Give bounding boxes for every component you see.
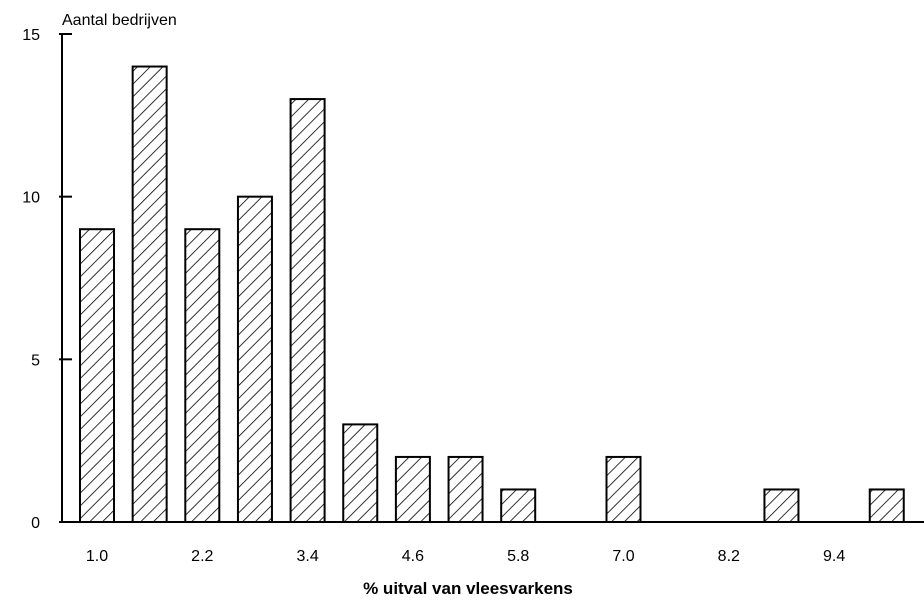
x-tick-label: 8.2 bbox=[718, 548, 740, 565]
bar bbox=[605, 455, 642, 523]
x-tick-label: 2.2 bbox=[191, 548, 213, 565]
x-tick-label: 7.0 bbox=[612, 548, 634, 565]
y-axis-ticks: 0 5 10 15 bbox=[22, 27, 72, 532]
bar bbox=[236, 195, 273, 524]
bar bbox=[500, 488, 537, 524]
y-tick-label: 15 bbox=[22, 27, 40, 44]
bar bbox=[342, 423, 379, 523]
bar bbox=[289, 98, 326, 523]
bars-group bbox=[79, 65, 905, 524]
x-tick-label: 4.6 bbox=[402, 548, 424, 565]
y-axis-title: Aantal bedrijven bbox=[62, 12, 177, 29]
x-tick-label: 5.8 bbox=[507, 548, 529, 565]
bar bbox=[763, 488, 800, 524]
bar bbox=[79, 228, 115, 523]
x-axis-ticks: 1.0 2.2 3.4 4.6 5.8 7.0 8.2 9.4 bbox=[86, 548, 845, 565]
x-tick-label: 1.0 bbox=[86, 548, 108, 565]
bar bbox=[131, 65, 168, 524]
bar bbox=[447, 455, 484, 523]
bar bbox=[394, 455, 431, 523]
x-tick-label: 9.4 bbox=[823, 548, 845, 565]
y-tick-label: 5 bbox=[31, 352, 40, 369]
x-tick-label: 3.4 bbox=[296, 548, 318, 565]
bar bbox=[184, 228, 221, 523]
x-axis-title: % uitval van vleesvarkens bbox=[363, 579, 573, 598]
y-tick-label: 10 bbox=[22, 190, 40, 207]
bar bbox=[868, 488, 905, 524]
y-tick-label: 0 bbox=[31, 515, 40, 532]
